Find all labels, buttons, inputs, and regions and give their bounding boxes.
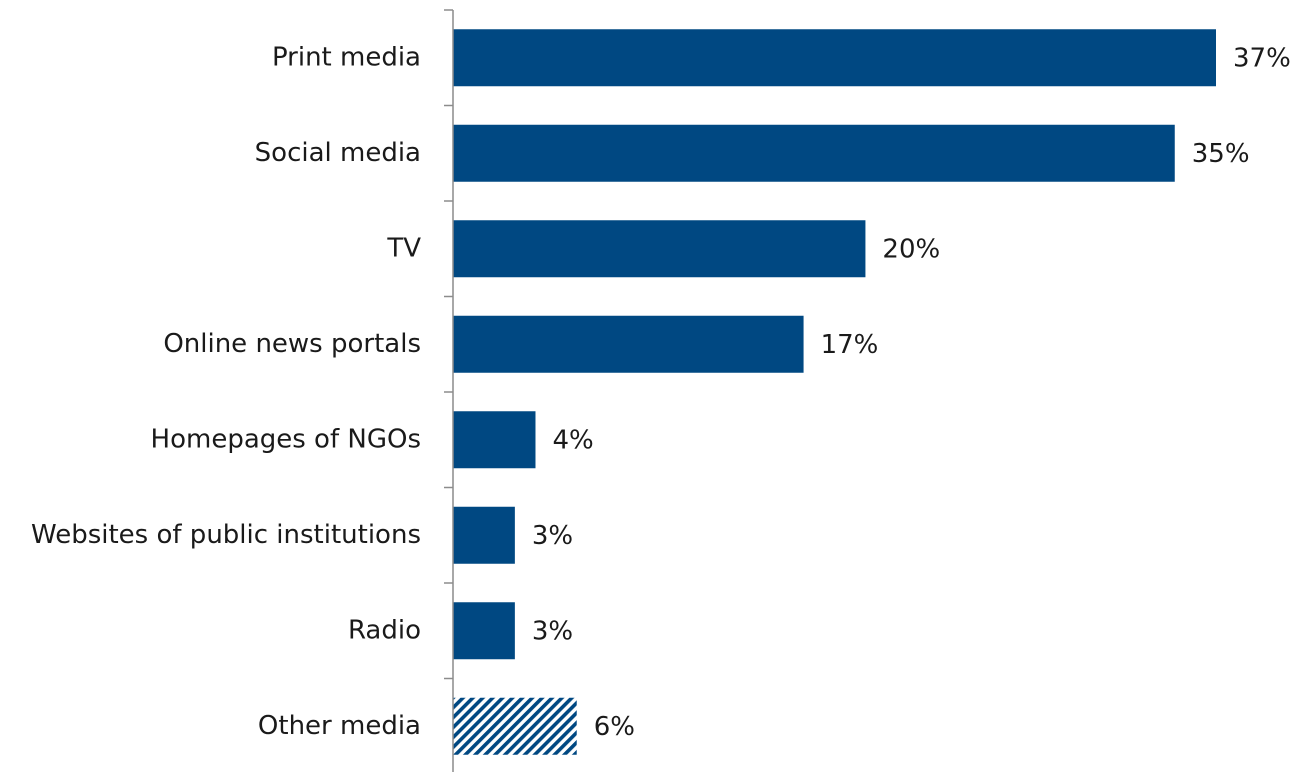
category-label-social-media: Social media (255, 138, 421, 168)
bar-homepages-of-ngos (453, 411, 536, 469)
bar-tv (453, 220, 866, 278)
value-label-print-media: 37% (1233, 43, 1291, 73)
y-axis (444, 9, 454, 772)
category-label-tv: TV (386, 233, 421, 263)
value-label-homepages-of-ngos: 4% (552, 425, 593, 455)
bar-online-news-portals (453, 315, 804, 373)
labels-layer: Print media 37% Social media 35% TV 20% Online… (31, 42, 1291, 742)
value-label-other-media: 6% (594, 712, 635, 742)
value-label-tv: 20% (882, 234, 940, 264)
value-label-online-news-portals: 17% (821, 330, 879, 360)
category-label-homepages-of-ngos: Homepages of NGOs (151, 424, 421, 454)
bar-other-media (453, 697, 577, 755)
category-label-print-media: Print media (272, 42, 421, 72)
value-label-radio: 3% (532, 616, 573, 646)
bar-social-media (453, 124, 1175, 182)
category-label-radio: Radio (348, 615, 421, 645)
value-label-websites-of-public-institutions: 3% (532, 521, 573, 551)
bars-layer (453, 29, 1216, 755)
value-label-social-media: 35% (1192, 139, 1250, 169)
category-label-other-media: Other media (258, 711, 421, 741)
category-label-websites-of-public-institutions: Websites of public institutions (31, 520, 421, 550)
bar-websites-of-public-institutions (453, 506, 515, 564)
category-label-online-news-portals: Online news portals (163, 329, 421, 359)
bar-radio (453, 602, 515, 660)
bar-print-media (453, 29, 1216, 87)
